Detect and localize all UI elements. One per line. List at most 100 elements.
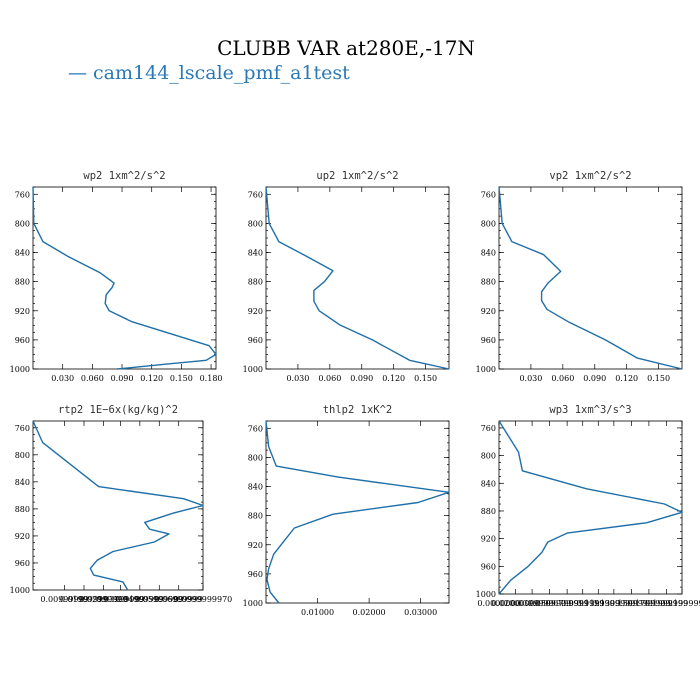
subplot-1: wp2 1xm^2/s^2 760 800 840 880 920 960 1000 0.030… bbox=[10, 170, 223, 383]
y-tick-label: 880 bbox=[15, 505, 30, 514]
y-tick-label: 960 bbox=[248, 570, 263, 579]
x-tick-label: 0.0399999 bbox=[510, 599, 553, 608]
y-tick-label: 920 bbox=[15, 307, 30, 316]
y-tick-label: 800 bbox=[248, 219, 263, 228]
y-tick-label: 800 bbox=[248, 453, 263, 462]
y-tick-label: 920 bbox=[481, 535, 496, 544]
x-tick-label: 0.0999999 bbox=[561, 599, 604, 608]
y-tick-label: 840 bbox=[15, 478, 30, 487]
figure-title: CLUBB VAR at280E,-17N bbox=[217, 36, 475, 60]
x-tick-label: 0.0000000 bbox=[477, 599, 520, 608]
x-tick-label: 0.06999999 bbox=[155, 595, 203, 604]
x-tick-label: 0.03000 bbox=[404, 608, 437, 617]
y-tick-label: 920 bbox=[248, 307, 263, 316]
x-tick-label: 0.05999999 bbox=[135, 595, 183, 604]
x-tick-label: 0.180 bbox=[200, 374, 223, 383]
x-tick-label: 0.0999999970 bbox=[174, 595, 233, 604]
series-line bbox=[32, 186, 217, 370]
x-tick-label: 0.060 bbox=[318, 374, 341, 383]
plot-frame bbox=[265, 186, 450, 370]
subplot-4: rtp2 1E−6x(kg/kg)^2 760 800 840 880 920 960 100… bbox=[10, 404, 233, 604]
x-tick-label: 0.01000 bbox=[301, 608, 334, 617]
x-tick-label: 0.150 bbox=[414, 374, 437, 383]
y-tick-label: 1000 bbox=[476, 590, 496, 599]
series-line bbox=[265, 186, 450, 370]
x-tick-label: 0.0799999 bbox=[546, 599, 589, 608]
legend-entry: — cam144_lscale_pmf_a1test bbox=[68, 62, 350, 84]
y-tick-label: 760 bbox=[481, 424, 496, 433]
series-line bbox=[498, 420, 683, 595]
x-tick-label: 0.1399999 bbox=[592, 599, 635, 608]
subplot-3: vp2 1xm^2/s^2 760 800 840 880 920 960 1000 0.030… bbox=[476, 170, 683, 383]
x-tick-label: 0.03999999 bbox=[96, 595, 144, 604]
x-tick-label: 0.00999999 bbox=[40, 595, 88, 604]
x-tick-label: 0.150 bbox=[170, 374, 193, 383]
x-tick-label: 0.2199999 bbox=[660, 599, 700, 608]
x-tick-label: 0.01999999 bbox=[60, 595, 108, 604]
y-tick-label: 760 bbox=[481, 190, 496, 199]
x-tick-label: 0.04999999 bbox=[116, 595, 164, 604]
y-tick-label: 1000 bbox=[10, 365, 30, 374]
series-line bbox=[498, 186, 683, 370]
y-tick-label: 880 bbox=[15, 278, 30, 287]
y-tick-label: 840 bbox=[481, 479, 496, 488]
x-tick-label: 0.1999999 bbox=[645, 599, 688, 608]
y-tick-label: 920 bbox=[15, 532, 30, 541]
y-tick-label: 920 bbox=[248, 541, 263, 550]
y-tick-label: 960 bbox=[15, 336, 30, 345]
x-tick-label: 0.150 bbox=[647, 374, 670, 383]
x-tick-label: 0.02999999 bbox=[79, 595, 127, 604]
y-tick-label: 800 bbox=[15, 219, 30, 228]
x-tick-label: 0.060 bbox=[81, 374, 104, 383]
x-tick-label: 0.060 bbox=[551, 374, 574, 383]
y-tick-label: 1000 bbox=[243, 599, 263, 608]
x-tick-label: 0.02000 bbox=[353, 608, 386, 617]
x-tick-label: 0.090 bbox=[583, 374, 606, 383]
panels: wp2 1xm^2/s^2 760 800 840 880 920 960 1000 0.030… bbox=[10, 170, 700, 617]
y-tick-label: 800 bbox=[15, 451, 30, 460]
y-tick-label: 800 bbox=[481, 219, 496, 228]
x-tick-label: 0.030 bbox=[286, 374, 309, 383]
y-tick-label: 960 bbox=[481, 336, 496, 345]
series-line bbox=[265, 420, 450, 604]
plot-frame bbox=[498, 186, 683, 370]
subplot-2: up2 1xm^2/s^2 760 800 840 880 920 960 1000 0.030… bbox=[243, 170, 450, 383]
subplot-title: rtp2 1E−6x(kg/kg)^2 bbox=[58, 404, 178, 416]
plot-frame bbox=[32, 186, 217, 370]
y-tick-label: 840 bbox=[248, 249, 263, 258]
x-tick-label: 0.090 bbox=[111, 374, 134, 383]
y-tick-label: 760 bbox=[248, 190, 263, 199]
x-tick-label: 0.1199999 bbox=[577, 599, 620, 608]
y-tick-label: 880 bbox=[248, 512, 263, 521]
y-tick-label: 840 bbox=[481, 249, 496, 258]
y-tick-label: 760 bbox=[15, 424, 30, 433]
y-tick-label: 1000 bbox=[243, 365, 263, 374]
subplot-title: vp2 1xm^2/s^2 bbox=[549, 170, 631, 182]
y-tick-label: 960 bbox=[248, 336, 263, 345]
y-tick-label: 960 bbox=[481, 562, 496, 571]
x-tick-label: 0.030 bbox=[519, 374, 542, 383]
x-tick-label: 0.120 bbox=[382, 374, 405, 383]
subplot-6: wp3 1xm^3/s^3 760 800 840 880 920 960 10000.000… bbox=[476, 404, 700, 608]
x-tick-label: 0.1799999 bbox=[627, 599, 670, 608]
y-tick-label: 880 bbox=[481, 278, 496, 287]
y-tick-label: 880 bbox=[481, 507, 496, 516]
x-tick-label: 0.1599999 bbox=[610, 599, 653, 608]
x-tick-label: 0.120 bbox=[615, 374, 638, 383]
y-tick-label: 1000 bbox=[476, 365, 496, 374]
y-tick-label: 800 bbox=[481, 452, 496, 461]
subplot-title: wp2 1xm^2/s^2 bbox=[83, 170, 165, 182]
series-line bbox=[32, 420, 204, 591]
x-tick-label: 0.120 bbox=[140, 374, 163, 383]
y-tick-label: 760 bbox=[248, 424, 263, 433]
y-tick-label: 840 bbox=[248, 483, 263, 492]
subplot-5: thlp2 1xK^2 760 800 840 880 920 960 1000 0.01000… bbox=[243, 404, 450, 617]
plot-frame bbox=[32, 420, 204, 591]
plot-frame bbox=[498, 420, 683, 595]
y-tick-label: 880 bbox=[248, 278, 263, 287]
x-tick-label: 0.02000000 bbox=[491, 599, 539, 608]
x-tick-label: 0.030 bbox=[51, 374, 74, 383]
y-tick-label: 960 bbox=[15, 559, 30, 568]
y-tick-label: 760 bbox=[15, 190, 30, 199]
